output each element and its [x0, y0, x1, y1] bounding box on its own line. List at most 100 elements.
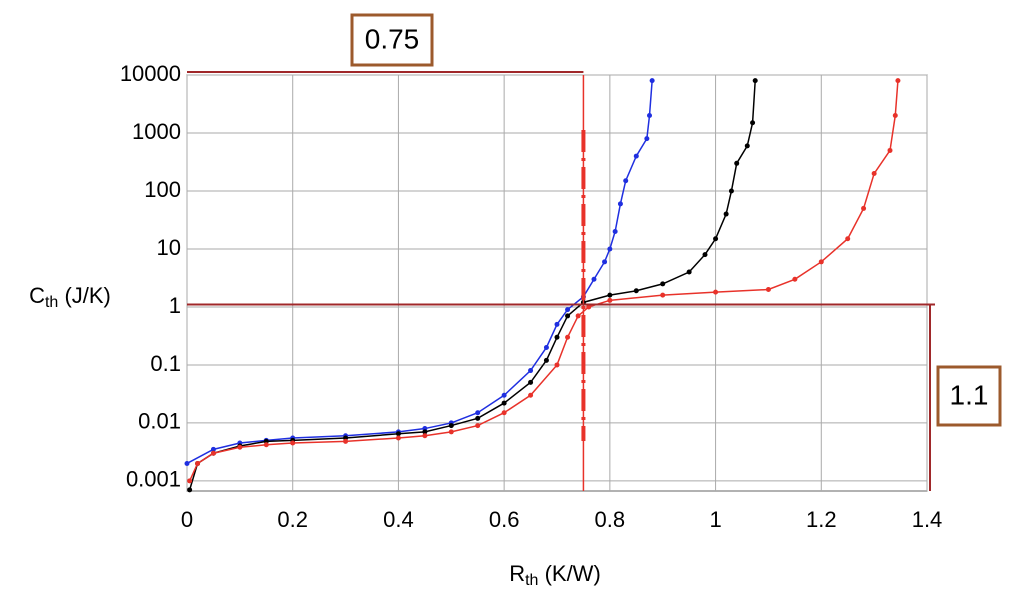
data-point [644, 136, 650, 142]
data-point [528, 379, 534, 385]
data-point [501, 400, 507, 406]
data-point [475, 410, 481, 416]
data-point [728, 188, 734, 194]
data-point [612, 229, 618, 235]
data-point [723, 211, 729, 217]
data-point [607, 292, 613, 298]
data-point [343, 435, 349, 441]
data-point [543, 357, 549, 363]
y-label-sub: th [45, 294, 58, 311]
data-point [617, 201, 623, 207]
annotation-box [936, 365, 1002, 427]
x-tick-label: 1 [709, 507, 721, 532]
x-axis-label: Rth (K/W) [509, 561, 601, 589]
data-point [792, 276, 798, 282]
data-point [765, 286, 771, 292]
data-point [660, 281, 666, 287]
plot-area [186, 74, 928, 492]
y-tick-label: 0.1 [150, 351, 181, 376]
y-tick-label: 100 [144, 177, 181, 202]
data-point [750, 120, 756, 126]
x-tick-label: 0.6 [489, 507, 520, 532]
y-tick-label: 0.01 [138, 409, 181, 434]
y-label-main: C [29, 283, 45, 308]
y-tick-label: 0.001 [126, 467, 181, 492]
series-line [186, 80, 653, 465]
data-point [647, 113, 652, 119]
data-point [343, 438, 349, 444]
data-point [448, 429, 454, 435]
x-label-sub: th [525, 572, 538, 589]
data-point [237, 444, 243, 450]
x-tick-label: 0.2 [277, 507, 308, 532]
data-point [554, 362, 560, 368]
data-point [660, 292, 666, 298]
x-tick-label: 1.2 [806, 507, 837, 532]
x-tick-label: 0.4 [383, 507, 414, 532]
data-point [713, 236, 719, 242]
data-point [263, 442, 269, 448]
data-point [633, 153, 639, 159]
data-point [501, 410, 507, 416]
data-point [528, 392, 534, 398]
data-point [845, 236, 851, 242]
data-point [602, 259, 608, 265]
y-axis-label: Cth (J/K) [29, 283, 111, 311]
data-point [713, 289, 719, 295]
data-point [861, 205, 867, 211]
data-point [752, 78, 758, 84]
data-point [184, 460, 190, 466]
data-point [565, 313, 571, 319]
data-point [528, 368, 534, 374]
data-point [686, 269, 692, 275]
data-point [607, 297, 613, 303]
data-point [501, 392, 507, 398]
data-point [210, 450, 216, 456]
data-point [395, 431, 401, 437]
data-point [195, 460, 201, 466]
x-label-unit: (K/W) [538, 561, 600, 586]
x-label-main: R [509, 561, 525, 586]
data-point [395, 435, 401, 441]
data-point [575, 313, 581, 319]
data-point [887, 147, 893, 153]
data-point [422, 433, 428, 439]
data-point [623, 178, 629, 184]
data-point [565, 307, 571, 313]
x-tick-label: 0 [181, 507, 193, 532]
data-point [554, 334, 560, 340]
data-point [871, 171, 877, 177]
data-point [702, 252, 708, 258]
data-point [591, 276, 597, 282]
data-point [475, 423, 481, 429]
data-point [554, 321, 560, 327]
y-tick-label: 1 [169, 293, 181, 318]
data-point [744, 143, 750, 149]
data-point [565, 334, 571, 340]
data-point [448, 423, 454, 429]
annotation-label: 1.1 [950, 379, 989, 410]
data-point [607, 246, 613, 252]
y-tick-label: 1000 [132, 119, 181, 144]
data-point [187, 487, 193, 493]
data-point [734, 160, 740, 166]
data-point [475, 415, 481, 421]
data-point [543, 344, 549, 350]
data-point [818, 259, 824, 265]
y-label-unit: (J/K) [58, 283, 111, 308]
annotation-label: 0.75 [365, 23, 420, 54]
data-point [187, 478, 193, 484]
y-tick-label: 10000 [120, 61, 181, 86]
data-point [633, 288, 639, 294]
data-point [290, 440, 296, 446]
x-tick-label: 0.8 [595, 507, 626, 532]
data-point [892, 113, 898, 119]
data-point [422, 429, 428, 435]
data-point [649, 78, 655, 84]
data-point [586, 304, 592, 310]
x-tick-label: 1.4 [912, 507, 943, 532]
data-point [210, 446, 216, 452]
y-tick-label: 10 [157, 235, 181, 260]
data-point [895, 78, 901, 84]
